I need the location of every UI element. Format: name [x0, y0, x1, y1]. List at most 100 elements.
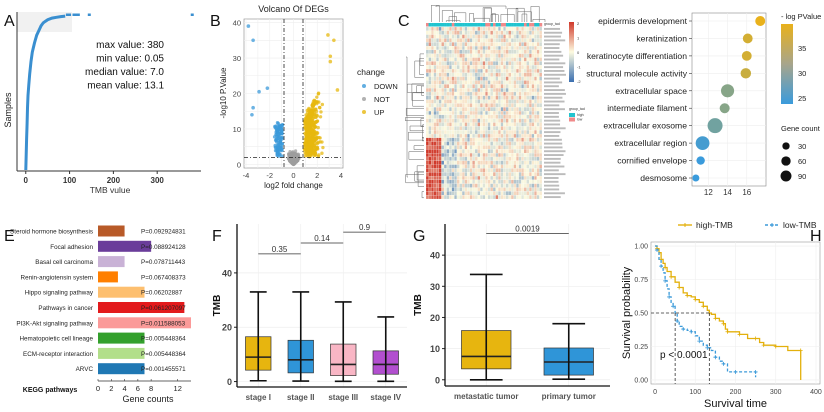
heatmap-cell — [451, 57, 455, 62]
heatmap-cell — [436, 145, 439, 150]
heatmap-cell — [433, 195, 437, 200]
heatmap-cell — [513, 80, 517, 85]
heatmap-cell — [487, 149, 491, 154]
heatmap-cell — [480, 133, 483, 138]
heatmap-cell — [443, 26, 447, 31]
heatmap-cell — [443, 175, 447, 180]
heatmap-cell — [431, 46, 434, 51]
heatmap-cell — [516, 68, 519, 73]
heatmap-cell — [495, 30, 499, 35]
heatmap-cell — [462, 53, 465, 58]
heatmap-cell — [472, 191, 476, 196]
size-legend-dot — [782, 142, 790, 150]
heatmap-cell — [462, 95, 465, 100]
heatmap-cell — [498, 191, 501, 196]
censor-mark — [667, 294, 672, 299]
heatmap-cell — [449, 34, 452, 39]
heatmap-cell — [536, 26, 540, 31]
heatmap-cell — [482, 107, 486, 112]
heatmap-cell — [505, 141, 509, 146]
heatmap-cell — [523, 57, 527, 62]
heatmap-cell — [462, 164, 465, 169]
heatmap-cell — [443, 187, 447, 192]
heatmap-cell — [503, 133, 506, 138]
heatmap-cell — [480, 84, 483, 89]
heatmap-cell — [529, 72, 532, 77]
heatmap-cell — [510, 42, 514, 47]
heatmap-cell — [534, 114, 537, 119]
heatmap-cell — [490, 72, 494, 77]
heatmap-cell — [485, 99, 488, 104]
heatmap-cell — [523, 187, 527, 192]
heatmap-cell — [480, 53, 483, 58]
heatmap-cell — [477, 191, 481, 196]
heatmap-cell — [531, 88, 535, 93]
pvalue-label: P=0.088924128 — [141, 244, 186, 251]
heatmap-cell — [474, 76, 478, 81]
heatmap-cell — [536, 164, 540, 169]
heatmap-cell — [438, 103, 442, 108]
heatmap-cell — [451, 160, 455, 165]
heatmap-cell — [449, 168, 452, 173]
heatmap-cell — [456, 80, 460, 85]
heatmap-cell — [500, 65, 504, 70]
heatmap-cell — [503, 149, 506, 154]
heatmap-cell — [523, 160, 527, 165]
heatmap-cell — [449, 153, 452, 158]
heatmap-cell — [505, 53, 509, 58]
heatmap-cell — [526, 95, 530, 100]
heatmap-cell — [433, 145, 437, 150]
heatmap-cell — [459, 133, 463, 138]
heatmap-cell — [518, 130, 522, 135]
censor-mark — [725, 329, 730, 334]
heatmap-cell — [492, 84, 496, 89]
heatmap-cell — [441, 133, 445, 138]
heatmap-cell — [508, 53, 512, 58]
heatmap-cell — [531, 91, 535, 96]
heatmap-cell — [425, 49, 429, 54]
heatmap-cell — [459, 179, 463, 184]
censor-mark — [721, 361, 726, 366]
heatmap-cell — [459, 57, 463, 62]
heatmap-cell — [474, 145, 478, 150]
heatmap-cell — [446, 80, 450, 85]
heatmap-cell — [459, 168, 463, 173]
heatmap-cell — [490, 130, 494, 135]
heatmap-cell — [539, 122, 543, 127]
gene-label — [544, 180, 559, 183]
annotation-legend-title: group_tad — [569, 107, 585, 111]
heatmap-cell — [529, 38, 532, 43]
censor-mark — [773, 344, 778, 349]
heatmap-cell — [500, 103, 504, 108]
heatmap-cell — [467, 38, 470, 43]
censor-mark — [663, 265, 668, 270]
heatmap-cell — [531, 53, 535, 58]
heatmap-cell — [464, 172, 468, 177]
heatmap-cell — [495, 153, 499, 158]
heatmap-cell — [526, 107, 530, 112]
group-annotation-cell — [428, 23, 432, 27]
heatmap-cell — [425, 133, 429, 138]
x-tick-label: 0 — [96, 384, 100, 393]
heatmap-cell — [482, 91, 486, 96]
heatmap-cell — [469, 172, 473, 177]
heatmap-cell — [487, 130, 491, 135]
heatmap-cell — [464, 195, 468, 200]
heatmap-cell — [482, 68, 486, 73]
heatmap-cell — [441, 80, 445, 85]
heatmap-cell — [485, 111, 488, 115]
category-label: stage I — [246, 393, 271, 402]
heatmap-cell — [441, 84, 445, 89]
heatmap-cell — [495, 168, 499, 173]
heatmap-cell — [523, 34, 527, 39]
heatmap-cell — [464, 30, 468, 35]
heatmap-cell — [459, 26, 463, 31]
heatmap-cell — [477, 65, 481, 70]
heatmap-cell — [441, 57, 445, 62]
heatmap-cell — [523, 149, 527, 154]
heatmap-cell — [474, 88, 478, 93]
y-axis-label: Samples — [3, 92, 13, 128]
heatmap-cell — [433, 118, 437, 123]
heatmap-cell — [510, 38, 514, 43]
heatmap-cell — [503, 141, 506, 146]
